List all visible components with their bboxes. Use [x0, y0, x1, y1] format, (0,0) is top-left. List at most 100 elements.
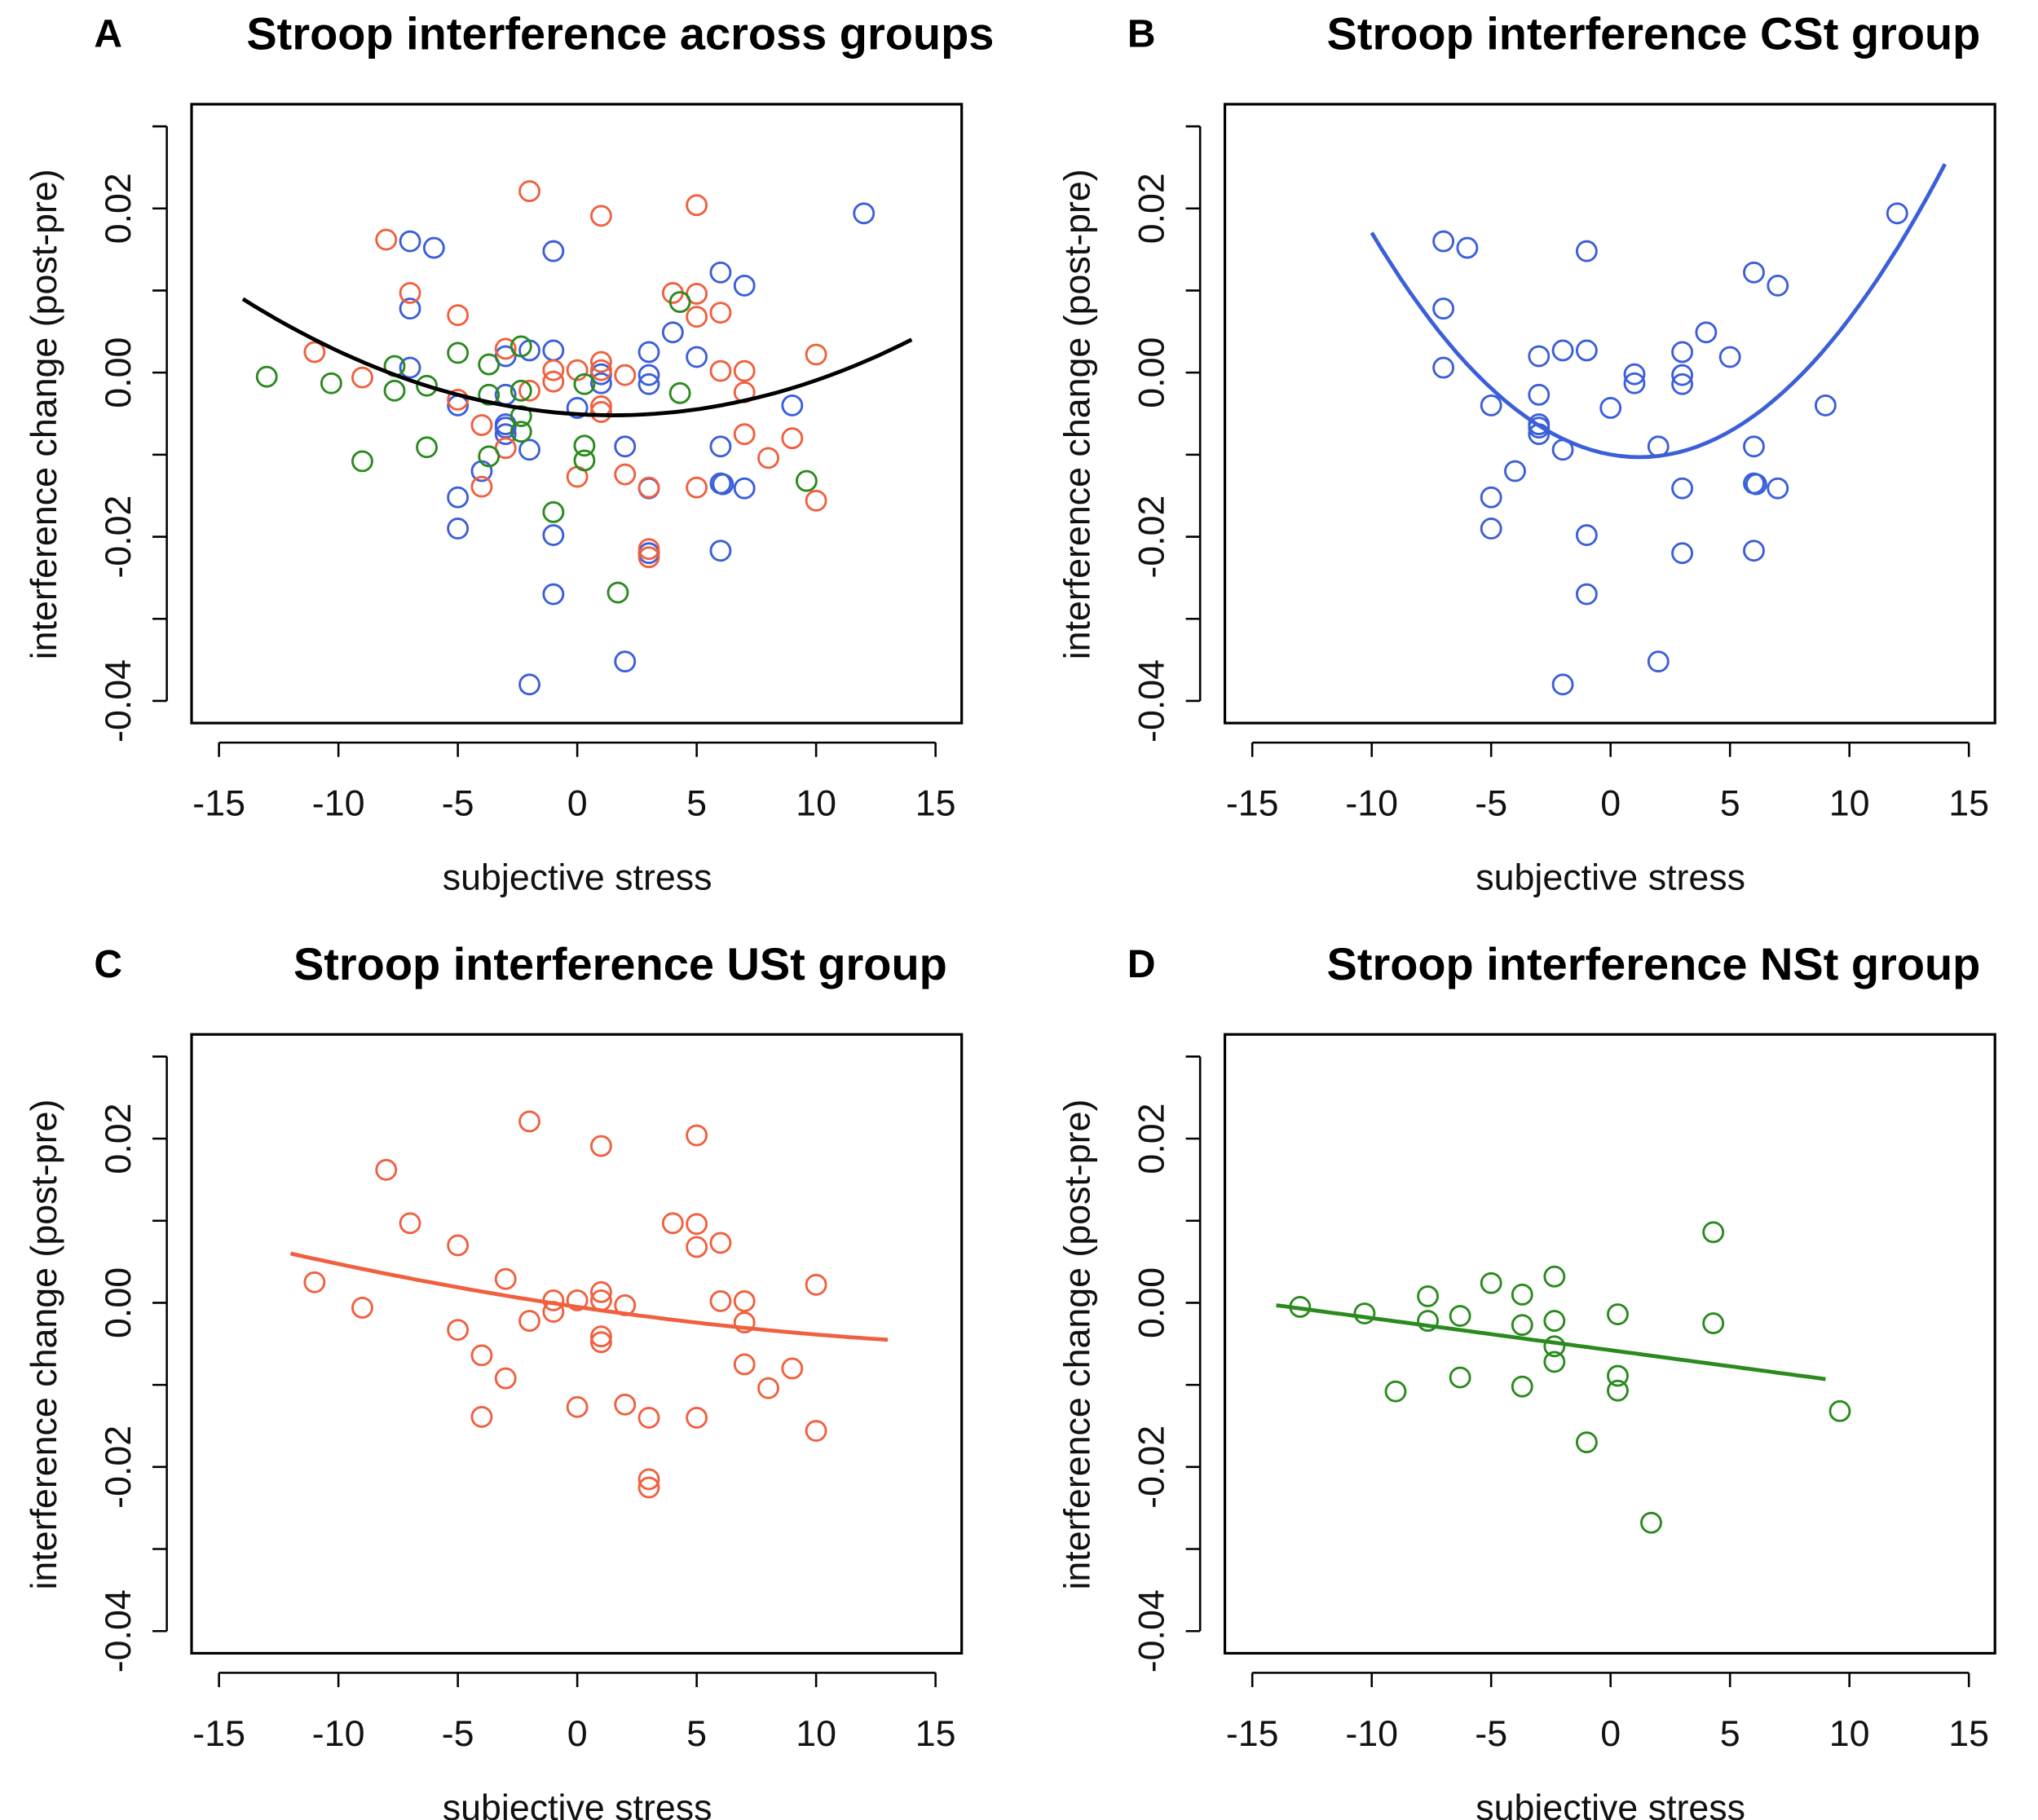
data-point-nst — [1417, 1310, 1439, 1333]
x-tick-label: -15 — [1226, 1713, 1279, 1754]
data-point-ust — [733, 359, 756, 382]
fit-curve — [241, 297, 913, 417]
data-point-ust — [805, 1273, 827, 1296]
x-tick-label: 15 — [1948, 1713, 1989, 1754]
data-point-ust — [494, 1267, 517, 1290]
data-point-nst — [1607, 1303, 1629, 1325]
x-tick-label: 0 — [567, 1713, 588, 1754]
data-point-cst — [542, 339, 565, 362]
data-point-nst — [1543, 1335, 1566, 1358]
data-point-nst — [1449, 1366, 1471, 1389]
panel-title: Stroop interference USt group — [293, 938, 947, 989]
data-point-cst — [1743, 261, 1765, 284]
data-point-nst — [478, 353, 501, 376]
data-point-nst — [1640, 1511, 1662, 1534]
y-axis-label: interference change (post-pre) — [1056, 1099, 1097, 1590]
data-point-nst — [383, 379, 406, 402]
x-axis-label: subjective stress — [443, 857, 712, 898]
data-point-cst — [614, 650, 637, 673]
data-point-cst — [399, 297, 421, 320]
data-point-nst — [1449, 1305, 1471, 1327]
data-point-ust — [637, 1406, 660, 1429]
data-point-ust — [399, 1212, 421, 1235]
data-point-cst — [1695, 321, 1718, 344]
data-point-ust — [686, 1124, 708, 1147]
data-point-nst — [795, 469, 818, 492]
panel-letter: B — [1127, 13, 1156, 56]
data-point-ust — [757, 1377, 779, 1399]
x-tick-label: -10 — [1345, 783, 1398, 824]
data-point-cst — [1886, 202, 1908, 225]
x-tick-label: 10 — [1829, 1713, 1870, 1754]
x-tick-label: -15 — [1226, 783, 1279, 824]
data-point-cst — [590, 372, 612, 394]
y-tick-label: -0.02 — [1131, 1426, 1171, 1509]
data-point-nst — [416, 374, 438, 397]
data-point-nst — [607, 581, 629, 604]
data-point-nst — [668, 291, 691, 313]
data-point-ust — [447, 304, 470, 327]
data-point-ust — [590, 359, 612, 381]
data-point-ust — [447, 1319, 470, 1342]
plot-box — [1223, 1033, 1996, 1655]
data-point-nst — [255, 365, 278, 388]
x-tick-label: -5 — [442, 783, 474, 824]
data-point-ust — [709, 1289, 732, 1312]
panel-title: Stroop interference NSt group — [1327, 938, 1981, 989]
x-tick-label: 10 — [796, 783, 836, 824]
data-point-nst — [1543, 1310, 1566, 1333]
x-tick-label: -10 — [1345, 1713, 1398, 1754]
x-tick-label: 5 — [686, 1713, 707, 1754]
data-point-cst — [494, 423, 517, 446]
data-point-cst — [518, 438, 540, 461]
y-tick-label: -0.02 — [98, 1426, 139, 1509]
y-tick-label: -0.04 — [98, 1589, 139, 1672]
data-point-cst — [709, 261, 732, 284]
data-point-cst — [1745, 473, 1767, 496]
data-point-nst — [1384, 1380, 1407, 1403]
data-point-ust — [637, 1476, 660, 1499]
data-point-cst — [1743, 435, 1765, 458]
data-point-cst — [686, 346, 708, 368]
data-point-cst — [518, 673, 540, 696]
data-point-nst — [351, 450, 373, 473]
data-point-cst — [1814, 394, 1837, 416]
fit-curve — [1276, 1303, 1826, 1382]
x-axis-label: subjective stress — [1476, 1787, 1745, 1820]
data-point-cst — [542, 524, 565, 546]
data-point-ust — [447, 388, 470, 411]
x-tick-label: -5 — [1475, 783, 1507, 824]
x-tick-label: -10 — [312, 1713, 365, 1754]
data-point-nst — [1607, 1364, 1629, 1387]
data-point-ust — [590, 401, 612, 423]
data-point-cst — [637, 372, 660, 395]
data-point-cst — [1743, 540, 1765, 562]
y-tick-label: 0.02 — [98, 1103, 139, 1174]
data-point-ust — [303, 1271, 326, 1293]
data-point-ust — [686, 1406, 708, 1429]
data-point-cst — [1432, 230, 1455, 253]
data-point-ust — [542, 359, 565, 381]
data-point-ust — [637, 538, 660, 561]
data-point-nst — [1511, 1314, 1533, 1337]
data-point-nst — [1511, 1375, 1533, 1398]
data-point-ust — [637, 476, 660, 499]
data-point-ust — [733, 1289, 756, 1312]
plot-box — [190, 103, 964, 725]
data-point-cst — [1671, 477, 1694, 500]
data-point-cst — [1623, 363, 1646, 386]
data-point-ust — [375, 1158, 398, 1181]
data-point-cst — [447, 518, 470, 540]
panel-title: Stroop interference across groups — [246, 8, 994, 59]
data-point-cst — [709, 435, 732, 458]
data-point-ust — [590, 1135, 612, 1157]
y-tick-label: 0.00 — [1131, 337, 1171, 408]
x-tick-label: -5 — [442, 1713, 474, 1754]
data-point-ust — [590, 1325, 612, 1348]
data-point-ust — [494, 337, 517, 360]
data-point-cst — [614, 435, 637, 458]
data-point-ust — [661, 1212, 684, 1235]
data-point-cst — [1767, 274, 1789, 297]
data-point-ust — [686, 1213, 708, 1236]
